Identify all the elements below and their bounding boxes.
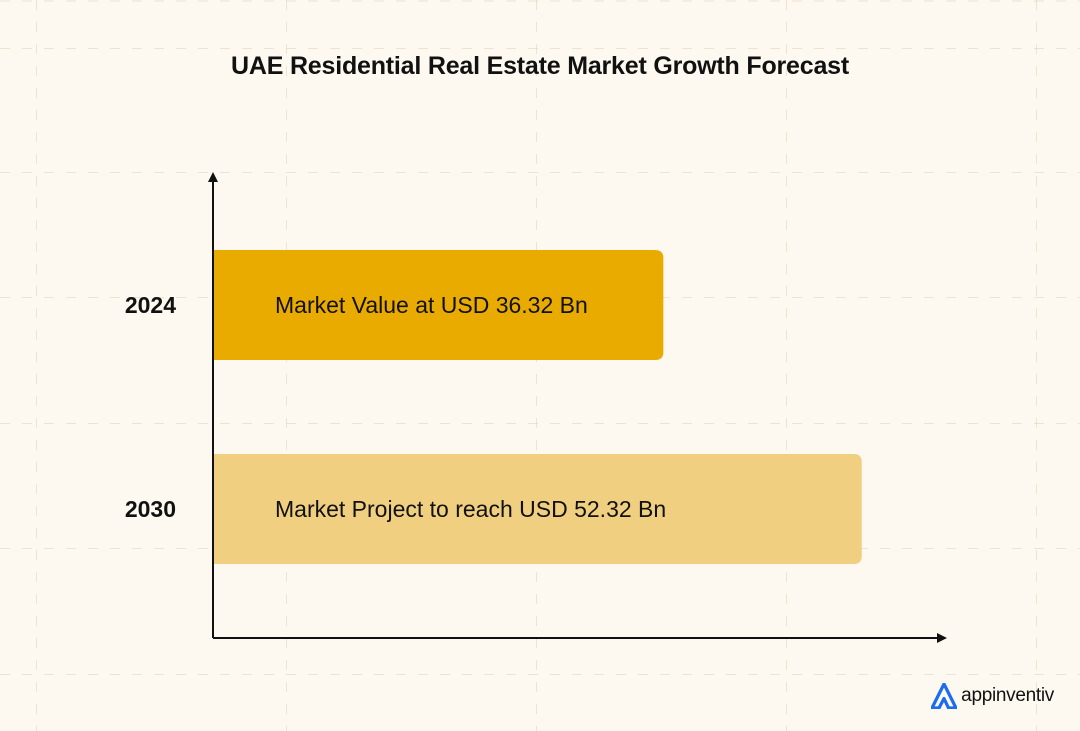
y-axis-arrow (208, 172, 218, 182)
background-grid-line (786, 0, 787, 731)
axes-layer (208, 172, 947, 643)
bar-2024 (213, 250, 664, 360)
bar-value-label: Market Project to reach USD 52.32 Bn (275, 496, 666, 522)
bars-layer: Market Value at USD 36.32 Bn 2024 Market P… (125, 250, 862, 564)
x-axis-arrow (937, 633, 947, 643)
bar-value-label: Market Value at USD 36.32 Bn (275, 292, 588, 318)
background-grid-line (0, 172, 1080, 173)
category-tick-label: 2030 (125, 496, 176, 522)
background-grid-line (286, 0, 287, 731)
brand-logo: appinventiv (931, 683, 1054, 709)
category-tick-label: 2024 (125, 292, 176, 318)
background-grid-line (0, 48, 1080, 49)
background-grid-line (0, 674, 1080, 675)
background-grid-line (36, 0, 37, 731)
background-grid-line (1036, 0, 1037, 731)
brand-name: appinventiv (961, 685, 1054, 706)
background-grid-line (536, 0, 537, 731)
appinventiv-logo-icon (931, 683, 958, 709)
chart-title: UAE Residential Real Estate Market Growt… (231, 52, 849, 80)
bar-2030 (213, 454, 862, 564)
background-grid-line (0, 423, 1080, 424)
